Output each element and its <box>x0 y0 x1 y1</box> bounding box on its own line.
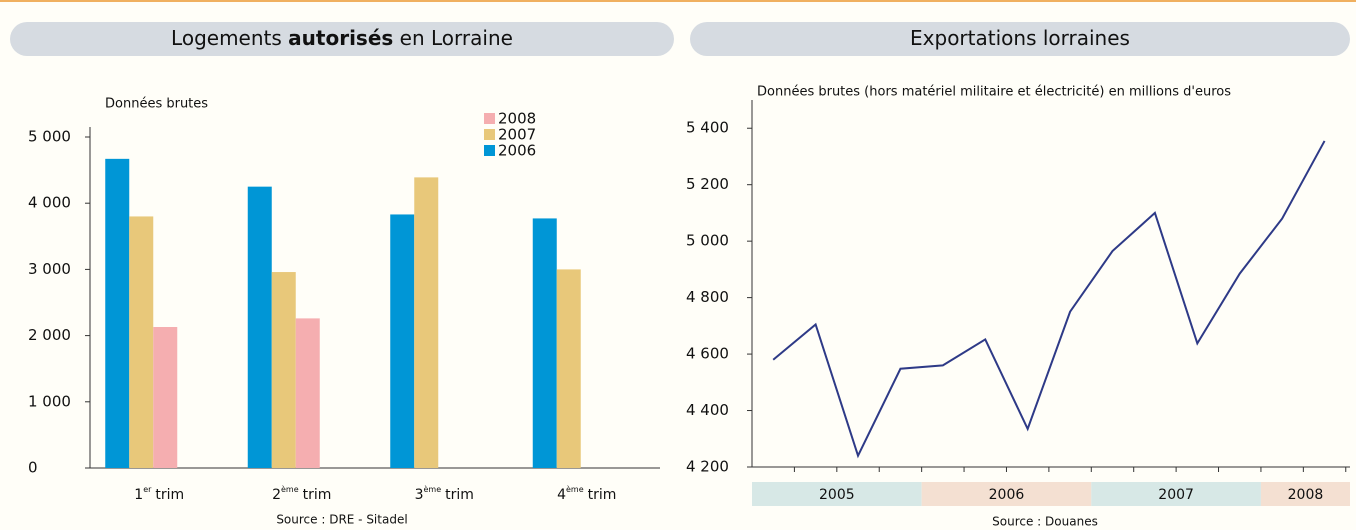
year-band <box>921 482 1092 506</box>
y-tick-label: 5 200 <box>686 175 729 193</box>
legend-label: 2007 <box>498 126 536 144</box>
y-tick-label: 4 600 <box>686 345 729 363</box>
category-sup: ème <box>566 484 584 494</box>
bar <box>129 216 154 468</box>
category-text: trim <box>445 487 474 503</box>
bar <box>153 326 178 468</box>
year-band <box>1091 482 1261 506</box>
chart-title: Exportations lorraines <box>910 26 1130 50</box>
year-band <box>1260 482 1350 506</box>
subtitle: Données brutes <box>105 97 208 112</box>
legend-label: 2008 <box>498 110 536 128</box>
year-label: 2007 <box>1158 487 1194 503</box>
category-number: 4 <box>557 487 566 503</box>
legend-swatch <box>484 113 495 124</box>
source: Source : Douanes <box>992 515 1098 529</box>
bar <box>271 272 296 468</box>
legend-swatch <box>484 129 495 140</box>
x-tick-label: 1er trim <box>134 485 184 504</box>
x-tick-label: 2ème trim <box>272 484 331 504</box>
header-pill <box>10 22 674 56</box>
year-label: 2006 <box>989 487 1025 503</box>
line <box>772 140 1326 459</box>
chart-title: Logements autorisés en Lorraine <box>171 26 513 50</box>
legend-swatch <box>484 145 495 156</box>
y-tick-label: 5 000 <box>28 128 71 146</box>
y-tick-label: 3 000 <box>28 260 71 278</box>
year-label: 2008 <box>1288 487 1324 503</box>
category-text: trim <box>155 487 184 503</box>
bar <box>105 158 130 468</box>
x-tick-label: 3ème trim <box>415 484 474 504</box>
y-tick-label: 1 000 <box>28 392 71 410</box>
category-text: trim <box>303 487 332 503</box>
y-tick-label: 4 000 <box>28 194 71 212</box>
category-number: 3 <box>415 487 424 503</box>
category-sup: er <box>143 485 152 494</box>
bar <box>556 269 581 468</box>
category-number: 2 <box>272 487 281 503</box>
bar <box>247 186 272 468</box>
category-sup: ème <box>424 484 442 494</box>
y-tick-label: 4 800 <box>686 288 729 306</box>
category-number: 1 <box>134 487 143 503</box>
header-pill <box>690 22 1350 56</box>
bar <box>414 177 439 468</box>
y-tick-label: 4 400 <box>686 401 729 419</box>
year-band <box>752 482 922 506</box>
y-tick-label: 5 000 <box>686 232 729 250</box>
y-tick-label: 4 200 <box>686 458 729 476</box>
bar <box>532 218 557 468</box>
subtitle: Données brutes (hors matériel militaire … <box>757 85 1231 100</box>
source: Source : DRE - Sitadel <box>276 513 407 527</box>
legend-label: 2006 <box>498 142 536 160</box>
x-tick-label: 4ème trim <box>557 484 616 504</box>
bar <box>390 214 415 468</box>
y-tick-label: 5 400 <box>686 119 729 137</box>
title-part: autorisés <box>288 26 393 50</box>
year-label: 2005 <box>819 487 855 503</box>
bar <box>295 318 320 468</box>
y-tick-label: 2 000 <box>28 326 71 344</box>
title-part: Logements <box>171 26 282 50</box>
title-part: Exportations lorraines <box>910 26 1130 50</box>
category-text: trim <box>588 487 617 503</box>
category-sup: ème <box>281 484 299 494</box>
y-tick-label: 0 <box>28 459 38 477</box>
title-part: en Lorraine <box>400 26 513 50</box>
